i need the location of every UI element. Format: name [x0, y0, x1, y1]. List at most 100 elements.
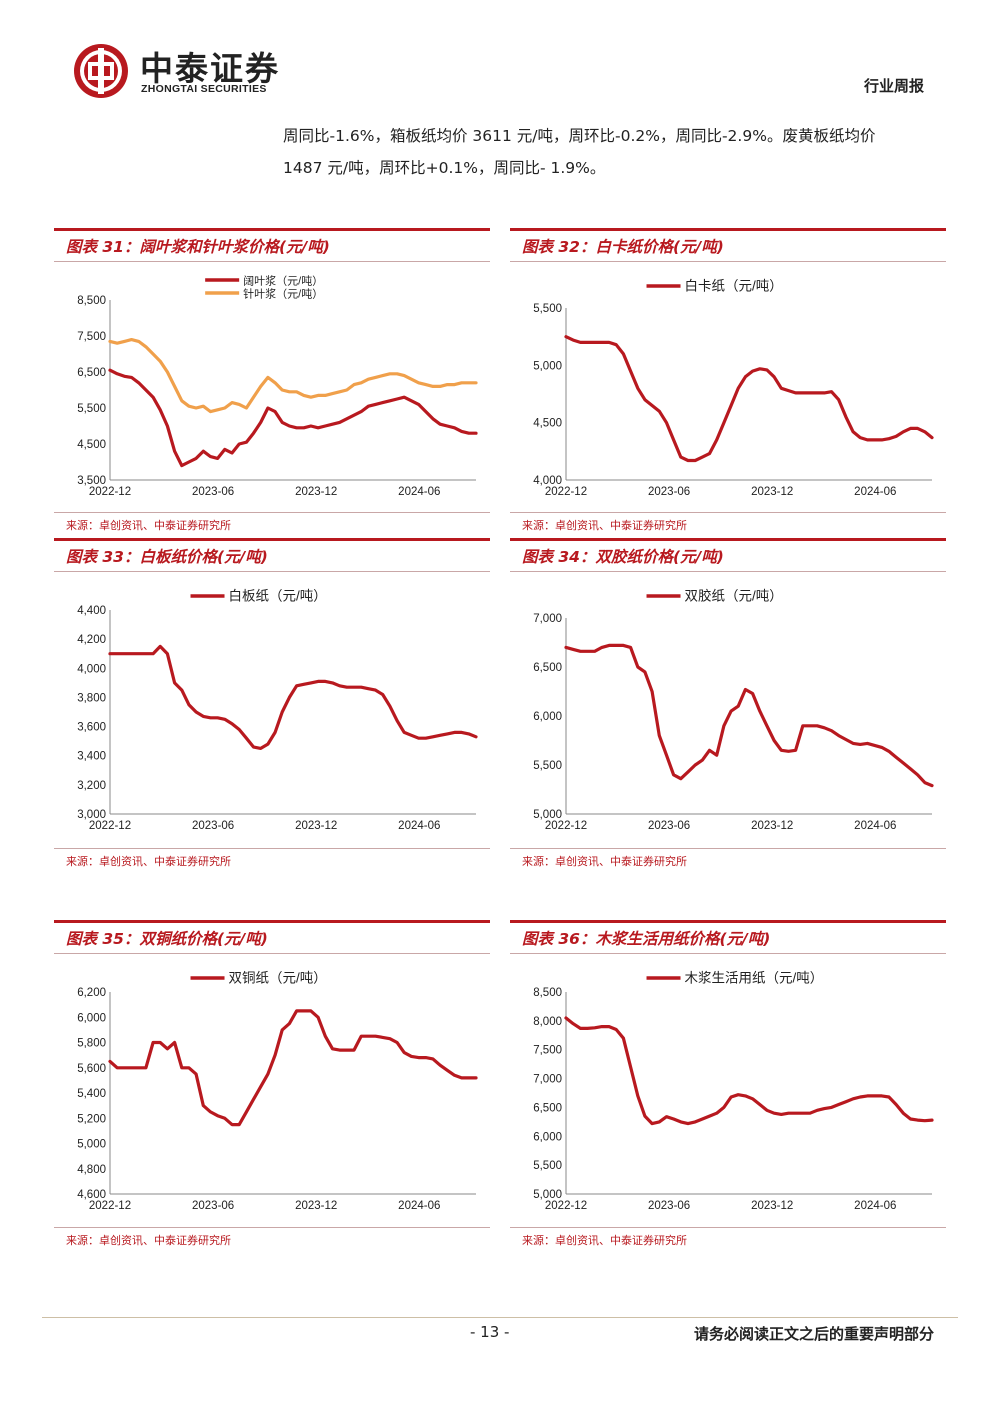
page-number: - 13 - [470, 1323, 510, 1341]
chart-33-source: 来源：卓创资讯、中泰证券研究所 [66, 855, 231, 868]
y-tick-label: 5,500 [533, 1160, 562, 1172]
y-tick-label: 4,800 [77, 1164, 106, 1176]
y-tick-label: 7,500 [533, 1045, 562, 1057]
y-tick-label: 5,000 [533, 360, 562, 372]
legend-label-0: 阔叶浆（元/吨） [243, 274, 323, 288]
chart-32-source: 来源：卓创资讯、中泰证券研究所 [522, 519, 687, 532]
x-tick-label: 2022-12 [89, 1200, 131, 1212]
x-tick-label: 2024-06 [398, 1200, 440, 1212]
report-type: 行业周报 [863, 77, 924, 95]
x-tick-label: 2023-12 [295, 486, 337, 498]
y-tick-label: 6,200 [77, 987, 106, 999]
chart-34-panel: 图表 34：双胶纸价格(元/吨) 5,000 5,500 6,000 6,500 7,0… [510, 538, 946, 872]
y-tick-label: 5,000 [533, 1189, 562, 1201]
legend-label-0: 双铜纸（元/吨） [229, 971, 327, 986]
y-tick-label: 5,800 [77, 1038, 106, 1050]
series-line-0 [108, 644, 478, 750]
chart-34-title: 图表 34：双胶纸价格(元/吨) [522, 548, 724, 566]
intro-line-1: 周同比-1.6%，箱板纸均价 3611 元/吨，周环比-0.2%，周同比-2.9… [283, 127, 876, 145]
company-name-cn: 中泰证券 [140, 49, 280, 88]
chart-33-plot: 3,000 3,200 3,400 3,600 3,800 4,000 4,200 4,400… [77, 589, 478, 832]
legend-label-0: 双胶纸（元/吨） [685, 588, 783, 604]
chart-34-plot: 5,000 5,500 6,000 6,500 7,000 2022-12 2023-06 2… [533, 588, 934, 832]
company-logo-icon [74, 44, 128, 98]
x-tick-label: 2023-06 [648, 1200, 690, 1212]
y-tick-label: 6,500 [533, 1102, 562, 1114]
chart-36-panel: 图表 36：木浆生活用纸价格(元/吨) 5,000 5,500 6,000 6,500… [510, 920, 946, 1250]
x-tick-label: 2022-12 [545, 486, 587, 498]
y-tick-label: 5,000 [533, 809, 562, 821]
x-tick-label: 2023-06 [192, 820, 234, 832]
chart-31-source: 来源：卓创资讯、中泰证券研究所 [66, 519, 231, 532]
x-tick-label: 2023-12 [295, 820, 337, 832]
y-tick-label: 6,500 [533, 662, 562, 674]
chart-33-title: 图表 33：白板纸价格(元/吨) [66, 548, 268, 566]
x-tick-label: 2023-06 [192, 486, 234, 498]
y-tick-label: 4,000 [77, 663, 106, 675]
x-tick-label: 2024-06 [854, 1200, 896, 1212]
y-tick-label: 3,400 [77, 751, 106, 763]
y-tick-label: 5,500 [77, 403, 106, 415]
y-tick-label: 5,200 [77, 1113, 106, 1125]
x-tick-label: 2024-06 [854, 486, 896, 498]
x-tick-label: 2023-12 [751, 820, 793, 832]
y-tick-label: 4,200 [77, 634, 106, 646]
y-tick-label: 4,500 [77, 439, 106, 451]
y-tick-label: 8,500 [77, 295, 106, 307]
y-tick-label: 3,200 [77, 780, 106, 792]
x-tick-label: 2023-12 [751, 1200, 793, 1212]
x-tick-label: 2023-06 [648, 820, 690, 832]
x-tick-label: 2023-06 [192, 1200, 234, 1212]
chart-35-source: 来源：卓创资讯、中泰证券研究所 [66, 1234, 231, 1247]
x-tick-label: 2022-12 [89, 486, 131, 498]
y-tick-label: 5,400 [77, 1088, 106, 1100]
x-tick-label: 2022-12 [545, 820, 587, 832]
chart-36-plot: 5,000 5,500 6,000 6,500 7,000 7,500 8,000 8,500… [533, 971, 934, 1212]
chart-33-panel: 图表 33：白板纸价格(元/吨) 3,000 3,200 3,400 3,600 3,8… [54, 538, 490, 872]
series-line-0 [108, 1009, 478, 1127]
series-line-1 [108, 338, 478, 414]
chart-36-source: 来源：卓创资讯、中泰证券研究所 [522, 1234, 687, 1247]
x-tick-label: 2023-06 [648, 486, 690, 498]
y-tick-label: 8,500 [533, 987, 562, 999]
series-line-0 [564, 1016, 934, 1126]
y-tick-label: 7,000 [533, 1074, 562, 1086]
company-name-en: ZHONGTAI SECURITIES [141, 83, 267, 95]
x-tick-label: 2024-06 [398, 486, 440, 498]
series-line-0 [108, 368, 478, 468]
chart-32-title: 图表 32：白卡纸价格(元/吨) [522, 238, 724, 256]
x-tick-label: 2024-06 [854, 820, 896, 832]
chart-34-source: 来源：卓创资讯、中泰证券研究所 [522, 855, 687, 868]
y-tick-label: 4,500 [533, 418, 562, 430]
chart-35-plot: 4,600 4,800 5,000 5,200 5,400 5,600 5,800 6,000… [77, 971, 478, 1212]
y-tick-label: 4,400 [77, 605, 106, 617]
y-tick-label: 6,000 [533, 711, 562, 723]
y-tick-label: 5,500 [533, 760, 562, 772]
x-tick-label: 2023-12 [295, 1200, 337, 1212]
y-tick-label: 6,500 [77, 367, 106, 379]
y-tick-label: 3,600 [77, 722, 106, 734]
y-tick-label: 3,000 [77, 809, 106, 821]
y-tick-label: 5,600 [77, 1063, 106, 1075]
y-tick-label: 6,000 [533, 1131, 562, 1143]
chart-32-plot: 4,000 4,500 5,000 5,500 2022-12 2023-06 2023-1… [533, 279, 934, 498]
chart-32-panel: 图表 32：白卡纸价格(元/吨) 4,000 4,500 5,000 5,500 202… [510, 228, 946, 538]
y-tick-label: 5,000 [77, 1139, 106, 1151]
series-line-0 [564, 335, 934, 463]
chart-31-title: 图表 31：阔叶浆和针叶浆价格(元/吨) [66, 238, 330, 256]
y-tick-label: 4,600 [77, 1189, 106, 1201]
legend-label-0: 白板纸（元/吨） [229, 589, 327, 604]
y-tick-label: 5,500 [533, 303, 562, 315]
chart-31-plot: 3,500 4,500 5,500 6,500 7,500 8,500 2022-12 202… [77, 274, 478, 498]
legend-label-1: 针叶浆（元/吨） [243, 287, 323, 301]
x-tick-label: 2022-12 [545, 1200, 587, 1212]
legend-label-0: 白卡纸（元/吨） [685, 279, 783, 294]
intro-line-2: 1487 元/吨，周环比+0.1%，周同比- 1.9%。 [283, 159, 606, 177]
y-tick-label: 4,000 [533, 475, 562, 487]
x-tick-label: 2023-12 [751, 486, 793, 498]
y-tick-label: 3,500 [77, 475, 106, 487]
x-tick-label: 2022-12 [89, 820, 131, 832]
y-tick-label: 6,000 [77, 1012, 106, 1024]
legend-label-0: 木浆生活用纸（元/吨） [685, 971, 824, 986]
chart-36-title: 图表 36：木浆生活用纸价格(元/吨) [522, 930, 771, 948]
